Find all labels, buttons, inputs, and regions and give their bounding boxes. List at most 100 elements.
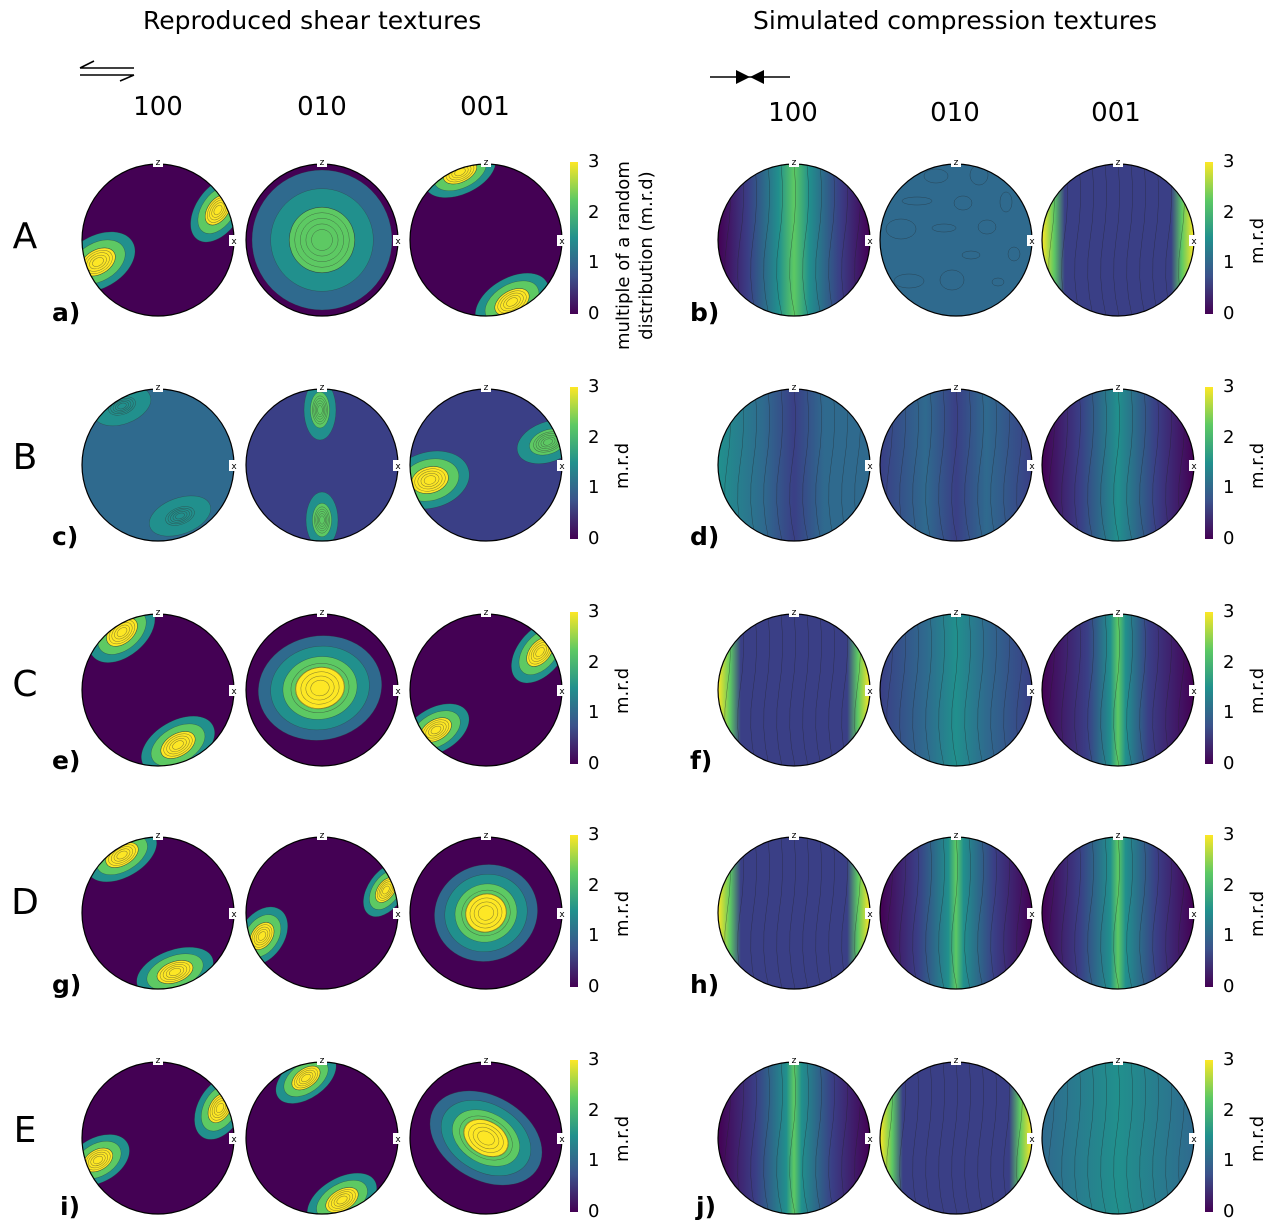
- pole-figure-d-5: zx: [1041, 829, 1199, 990]
- x-axis-label-box: [229, 1133, 239, 1144]
- colorbar-tick: 2: [588, 201, 600, 223]
- pole-figure-d-3: zx: [717, 829, 875, 990]
- colorbar-tick: 3: [1223, 824, 1235, 845]
- pole-figure-a-2: zx: [409, 156, 567, 317]
- x-axis-label-box: [1189, 235, 1199, 246]
- colorbar-tick: 3: [588, 1049, 600, 1070]
- colorbar-tick: 2: [1223, 1099, 1235, 1121]
- colorbar: [570, 835, 578, 987]
- z-axis-label-box: [951, 829, 961, 840]
- x-axis-label: x: [231, 687, 237, 697]
- pole-figure-c-5: zx: [1041, 606, 1199, 767]
- colorbar-tick: 2: [588, 874, 600, 896]
- row-letter-c: C: [12, 664, 38, 705]
- x-axis-label-box: [393, 908, 403, 919]
- pole-figure-e-5: zx: [1041, 1054, 1199, 1215]
- colorbar-tick: 3: [1223, 601, 1235, 622]
- colorbar-label: m.r.d: [1247, 890, 1266, 937]
- x-axis-label: x: [395, 237, 401, 247]
- x-axis-label: x: [395, 910, 401, 920]
- pole-figure-e-1: zx: [245, 1054, 403, 1215]
- x-axis-label: x: [231, 910, 237, 920]
- colorbar: [570, 387, 578, 539]
- x-axis-label: x: [1029, 462, 1035, 472]
- colorbar-tick: 0: [588, 976, 600, 997]
- x-axis-label: x: [559, 237, 565, 247]
- x-axis-label-box: [229, 908, 239, 919]
- z-axis-label: z: [954, 383, 959, 393]
- pole-figure-c-0: zx: [81, 606, 239, 767]
- z-axis-label: z: [484, 158, 489, 168]
- z-axis-label: z: [1116, 831, 1121, 841]
- pole-figure-b-0: zx: [81, 381, 239, 542]
- colorbar-tick: 2: [1223, 874, 1235, 896]
- colorbar: [570, 162, 578, 314]
- pole-figure-e-3: zx: [717, 1054, 875, 1215]
- z-axis-label-box: [153, 1054, 163, 1065]
- x-axis-label: x: [867, 687, 873, 697]
- x-axis-label-box: [865, 1133, 875, 1144]
- z-axis-label-box: [1113, 1054, 1123, 1065]
- x-axis-label-box: [557, 235, 567, 246]
- x-axis-label: x: [559, 687, 565, 697]
- z-axis-label: z: [792, 608, 797, 618]
- x-axis-label-box: [1027, 685, 1037, 696]
- panel-label-j: j): [696, 1192, 716, 1221]
- z-axis-label: z: [156, 608, 161, 618]
- colorbar-tick: 3: [588, 376, 600, 397]
- z-axis-label-box: [789, 829, 799, 840]
- colorbar-tick: 3: [588, 151, 600, 172]
- colorbar-tick: 3: [588, 601, 600, 622]
- colorbar-tick: 1: [1223, 252, 1235, 274]
- row-letter-a: A: [12, 216, 38, 257]
- colorbar-tick: 1: [1223, 925, 1235, 947]
- shear-section-title: Reproduced shear textures: [143, 6, 482, 35]
- z-axis-label-box: [153, 829, 163, 840]
- z-axis-label-box: [1113, 606, 1123, 617]
- x-axis-label: x: [867, 237, 873, 247]
- z-axis-label: z: [792, 831, 797, 841]
- x-axis-label: x: [395, 1135, 401, 1145]
- x-axis-label: x: [1029, 910, 1035, 920]
- z-axis-label-box: [951, 381, 961, 392]
- z-axis-label: z: [484, 831, 489, 841]
- colorbar-tick: 1: [588, 477, 600, 499]
- colorbar-label: m.r.d: [612, 1115, 633, 1162]
- z-axis-label: z: [320, 608, 325, 618]
- colorbar-tick: 0: [588, 303, 600, 324]
- colorbar-tick: 2: [1223, 426, 1235, 448]
- panel-label-c: c): [52, 522, 79, 551]
- x-axis-label-box: [1027, 235, 1037, 246]
- colorbar-tick: 3: [588, 824, 600, 845]
- z-axis-label: z: [954, 1056, 959, 1066]
- pole-figure-a-1: zx: [245, 156, 403, 317]
- colorbar: [1205, 612, 1213, 764]
- pole-figure-b-2: zx: [409, 381, 567, 542]
- z-axis-label-box: [481, 829, 491, 840]
- panel-label-g: g): [52, 970, 82, 999]
- pole-figure-c-4: zx: [879, 606, 1037, 767]
- z-axis-label-box: [1113, 381, 1123, 392]
- z-axis-label: z: [792, 383, 797, 393]
- row-letter-d: D: [11, 882, 39, 923]
- z-axis-label-box: [153, 381, 163, 392]
- x-axis-label-box: [393, 235, 403, 246]
- x-axis-label-box: [865, 908, 875, 919]
- pole-figure-b-3: zx: [717, 381, 875, 542]
- z-axis-label-box: [789, 606, 799, 617]
- z-axis-label: z: [320, 383, 325, 393]
- z-axis-label-box: [951, 156, 961, 167]
- z-axis-label-box: [481, 381, 491, 392]
- x-axis-label-box: [393, 460, 403, 471]
- header-left-001: 001: [460, 92, 510, 122]
- z-axis-label: z: [156, 383, 161, 393]
- z-axis-label-box: [789, 156, 799, 167]
- pole-figure-e-0: zx: [81, 1054, 239, 1215]
- x-axis-label-box: [865, 685, 875, 696]
- compression-section-title: Simulated compression textures: [753, 6, 1158, 35]
- pole-figure-e-2: zx: [409, 1054, 567, 1215]
- z-axis-label: z: [954, 158, 959, 168]
- colorbar-tick: 0: [1223, 753, 1235, 774]
- shear-sense-icon: [79, 60, 135, 82]
